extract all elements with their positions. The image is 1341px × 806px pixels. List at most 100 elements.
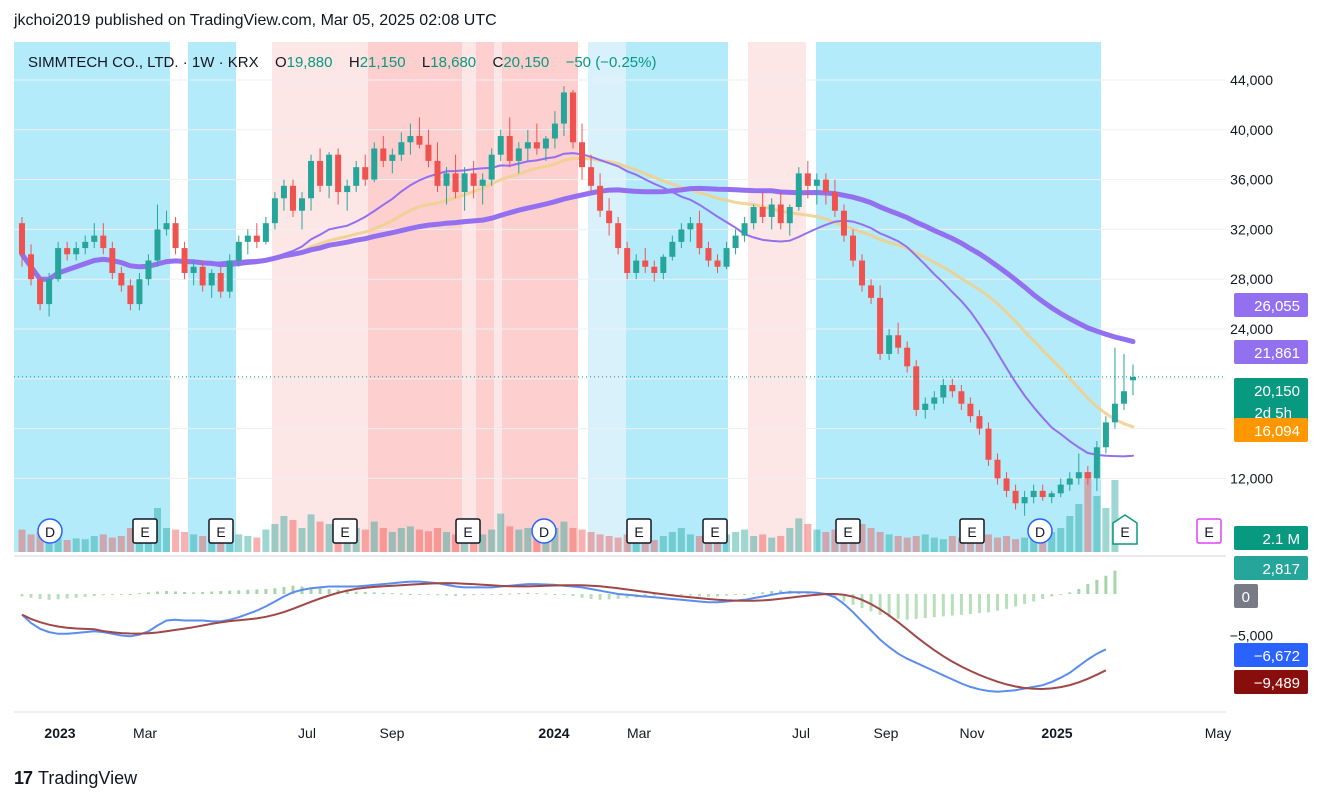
price-tag-label: 26,055	[1254, 298, 1300, 315]
volume-bar	[172, 529, 180, 552]
macd-histogram-bar	[932, 594, 936, 618]
macd-histogram-bar	[481, 594, 485, 595]
macd-histogram-bar	[454, 594, 458, 597]
volume-bar	[957, 537, 965, 552]
open-label: O	[274, 54, 287, 71]
candle-body	[271, 198, 278, 224]
candle-body	[443, 173, 450, 186]
macd-histogram-bar	[318, 588, 322, 594]
macd-histogram-bar	[174, 591, 178, 594]
time-tick-label: 2025	[1041, 725, 1072, 741]
macd-histogram-bar	[201, 591, 205, 594]
symbol-name[interactable]: SIMMTECH CO., LTD.	[28, 54, 179, 71]
macd-histogram-bar	[463, 594, 467, 596]
macd-histogram-bar	[508, 593, 512, 595]
candle-body	[1130, 376, 1136, 381]
volume-bar	[406, 526, 414, 552]
volume-bar	[1111, 480, 1119, 552]
volume-bar	[912, 536, 920, 552]
event-marker-label: E	[967, 524, 976, 540]
candle-body	[759, 206, 766, 217]
candle-body	[172, 223, 179, 249]
highlight-region	[306, 42, 368, 552]
volume-bar	[163, 528, 171, 552]
ma-purple-long-line	[19, 185, 1136, 345]
candle-body	[913, 366, 920, 410]
candle-body	[1030, 490, 1037, 498]
candle-body	[940, 385, 947, 398]
macd-histogram-bar	[309, 587, 313, 594]
macd-histogram-bar	[1005, 594, 1009, 609]
volume-bar	[605, 536, 613, 552]
publisher-line: jkchoi2019 published on TradingView.com,…	[14, 12, 497, 29]
macd-histogram-bar	[679, 594, 683, 595]
candle-body	[588, 167, 595, 186]
time-tick-label: Sep	[874, 725, 899, 741]
macd-histogram-bar	[210, 591, 214, 594]
volume-bar	[524, 528, 532, 552]
price-tick-label: 12,000	[1230, 470, 1273, 486]
price-tag-label: 2.1 M	[1262, 531, 1300, 548]
volume-bar	[686, 534, 694, 552]
macd-histogram-bar	[806, 592, 810, 594]
candle-body	[1120, 391, 1127, 404]
volume-bar	[804, 524, 812, 552]
footer-brand[interactable]: 17 TradingView	[14, 768, 137, 789]
macd-histogram-bar	[426, 594, 430, 595]
candle-body	[1102, 422, 1109, 448]
price-tag	[1234, 293, 1308, 317]
earnings-marker	[835, 518, 861, 544]
price-tag	[1234, 526, 1308, 550]
macd-histogram-bar	[1077, 589, 1081, 594]
macd-histogram-bar	[598, 594, 602, 600]
candle-body	[407, 136, 414, 143]
candle-body	[109, 248, 116, 273]
event-marker-label: E	[710, 524, 719, 540]
highlight-region	[368, 42, 462, 552]
candle-body	[822, 179, 829, 193]
volume-bar	[1012, 539, 1020, 552]
earnings-marker	[702, 518, 728, 544]
macd-histogram-bar	[950, 594, 954, 616]
candle-body	[479, 179, 486, 186]
candle-body	[353, 167, 360, 186]
volume-bar	[27, 534, 35, 552]
close-label: C	[492, 54, 504, 71]
price-tag	[1234, 378, 1308, 424]
candle-body	[813, 179, 820, 186]
candle-body	[19, 223, 25, 255]
volume-bar	[1030, 536, 1038, 552]
candle-body	[371, 148, 378, 180]
candle-body	[795, 173, 802, 207]
low-value: 18,680	[430, 54, 477, 71]
earnings-marker-upcoming	[1112, 514, 1138, 545]
volume-bar	[99, 534, 107, 552]
volume-bar	[45, 536, 53, 552]
macd-histogram-bar	[255, 589, 259, 594]
macd-histogram-bar	[56, 594, 60, 600]
volume-bar	[253, 537, 261, 552]
candle-body	[569, 92, 576, 143]
volume-bar	[244, 536, 252, 552]
macd-histogram-bar	[65, 594, 69, 599]
candle-body	[976, 416, 983, 429]
macd-histogram-bar	[273, 588, 277, 594]
candle-body	[73, 248, 80, 255]
macd-histogram-bar	[445, 594, 449, 596]
candle-body	[37, 279, 44, 305]
macd-histogram-bar	[752, 593, 756, 595]
event-marker-label: E	[140, 524, 149, 540]
highlight-region	[462, 42, 476, 552]
macd-tag-label: 0	[1242, 589, 1250, 606]
volume-bar	[388, 532, 396, 552]
macd-histogram-bar	[146, 592, 150, 594]
candle-body	[362, 167, 369, 180]
volume-bar	[903, 537, 911, 552]
high-value: 21,150	[359, 54, 406, 71]
volume-bar	[1057, 528, 1065, 552]
time-tick-label: Jul	[792, 725, 810, 741]
signal-line	[21, 582, 1107, 691]
macd-histogram-bar	[155, 591, 159, 594]
price-tick-label: 36,000	[1230, 172, 1273, 188]
